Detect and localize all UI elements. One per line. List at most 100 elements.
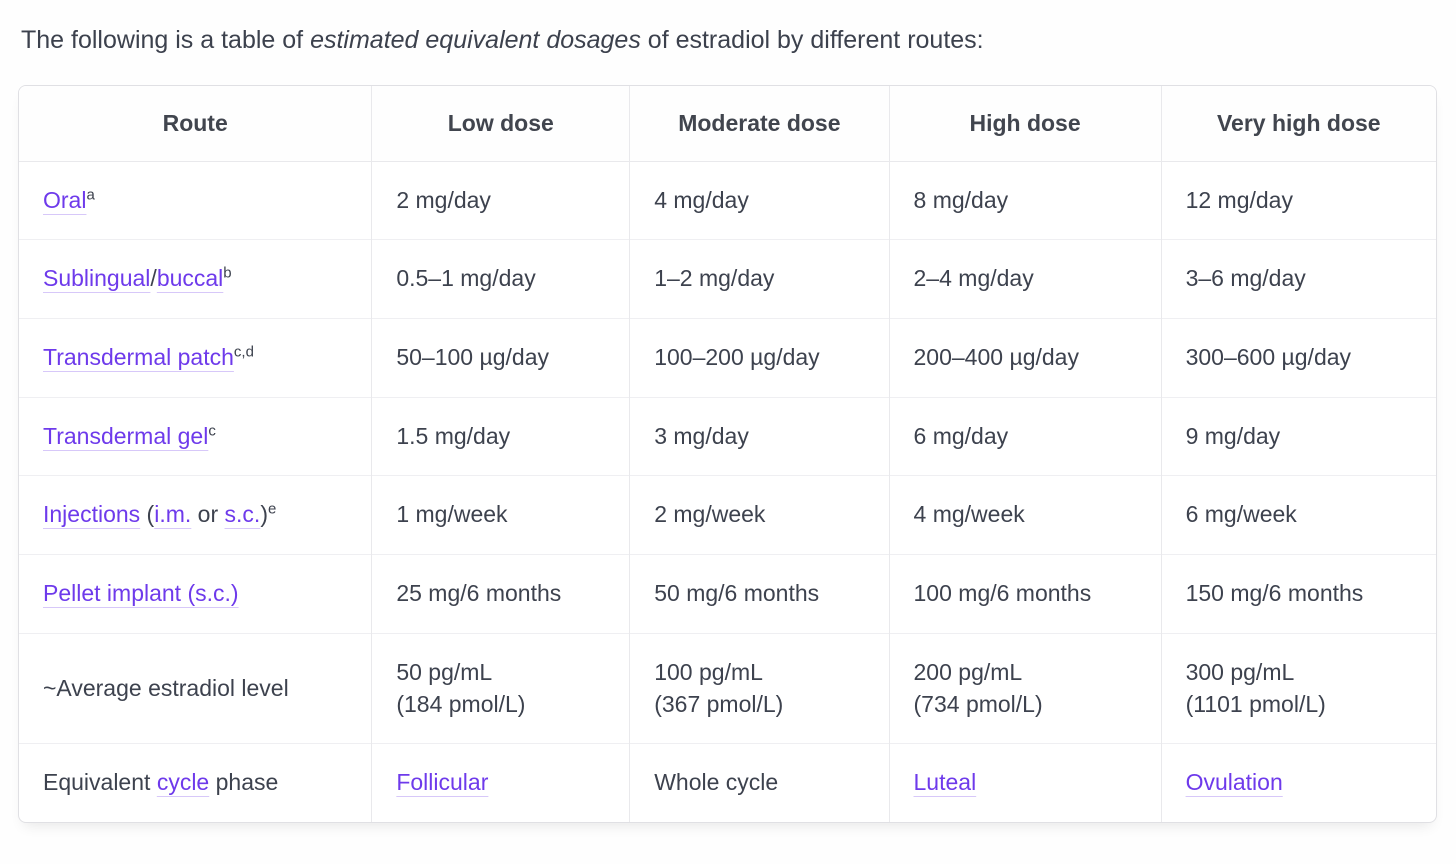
cell-text: (1101 pmol/L) <box>1185 690 1326 717</box>
intro-suffix: of estradiol by different routes: <box>640 26 984 54</box>
footnote-marker: b <box>223 264 232 282</box>
route-cell: Transdermal patchc,d <box>19 317 372 398</box>
dose-cell: 200 pg/mL (734 pmol/L) <box>888 632 1162 744</box>
cell-text: 8 mg/day <box>913 186 1009 213</box>
column-header-high-dose: High dose <box>888 85 1162 161</box>
dose-cell: 150 mg/6 months <box>1160 554 1436 634</box>
table-row: Injections (i.m. or s.c.)e 1 mg/week 2 mg/… <box>19 475 1436 555</box>
link[interactable]: Transdermal patch <box>43 343 234 370</box>
cell-text: 100–200 µg/day <box>654 343 820 370</box>
cell-text: 2–4 mg/day <box>913 265 1034 292</box>
dose-cell: 6 mg/week <box>1160 475 1436 555</box>
cell-text: 300 pg/mL <box>1185 658 1295 685</box>
cell-text: 1.5 mg/day <box>396 422 511 449</box>
cell-text: (734 pmol/L) <box>913 690 1043 717</box>
cell-text: 150 mg/6 months <box>1185 580 1364 607</box>
cell-text: ) <box>260 501 268 528</box>
link[interactable]: buccal <box>156 265 224 292</box>
dose-cell: 1.5 mg/day <box>371 396 630 476</box>
link[interactable]: Pellet implant (s.c.) <box>43 580 239 607</box>
dose-cell: 12 mg/day <box>1160 160 1436 240</box>
dose-cell: 3 mg/day <box>629 396 890 476</box>
header-row: Route Low dose Moderate dose High dose V… <box>19 85 1436 161</box>
cell-text: 200 pg/mL <box>913 658 1023 685</box>
dose-cell: 0.5–1 mg/day <box>371 239 630 319</box>
link[interactable]: Ovulation <box>1185 769 1283 796</box>
cell-text: Whole cycle <box>654 769 779 796</box>
link[interactable]: Follicular <box>396 769 489 796</box>
table-row: Transdermal patchc,d 50–100 µg/day 100–200… <box>19 317 1436 398</box>
dose-cell: 4 mg/week <box>888 475 1162 555</box>
link[interactable]: Luteal <box>913 769 977 796</box>
dose-cell: 6 mg/day <box>888 396 1162 476</box>
cell-text: 50 pg/mL <box>396 658 493 685</box>
link[interactable]: i.m. <box>154 501 192 528</box>
dose-cell: 3–6 mg/day <box>1160 239 1436 319</box>
dose-cell: 2–4 mg/day <box>888 239 1162 319</box>
link[interactable]: Transdermal gel <box>43 422 209 449</box>
cell-text: 3 mg/day <box>654 422 749 449</box>
cell-text: 1 mg/week <box>396 501 508 528</box>
dose-cell: 25 mg/6 months <box>371 554 630 634</box>
cell-text: 100 mg/6 months <box>913 580 1092 607</box>
table-body: Orala 2 mg/day 4 mg/day 8 mg/day 12 mg/day Su… <box>19 160 1436 823</box>
cell-text: 12 mg/day <box>1185 186 1293 213</box>
route-cell: Transdermal gelc <box>19 396 372 476</box>
route-cell: Injections (i.m. or s.c.)e <box>19 475 372 555</box>
cell-text: / <box>150 265 157 292</box>
dose-cell: 100 mg/6 months <box>888 554 1162 634</box>
footnote-marker: c <box>208 422 216 440</box>
dose-cell: 300–600 µg/day <box>1160 317 1436 398</box>
footnote-marker: c,d <box>233 343 254 361</box>
link[interactable]: cycle <box>156 769 210 796</box>
cell-text: (184 pmol/L) <box>396 690 526 717</box>
cell-text: 4 mg/week <box>913 501 1025 528</box>
dose-cell: 50 pg/mL (184 pmol/L) <box>371 632 630 744</box>
dose-cell: 1–2 mg/day <box>629 239 890 319</box>
dosage-table-card: Route Low dose Moderate dose High dose V… <box>18 84 1437 824</box>
route-cell: Equivalent cycle phase <box>19 743 372 823</box>
column-header-very-high-dose: Very high dose <box>1160 85 1436 161</box>
link[interactable]: Oral <box>43 186 87 213</box>
dose-cell: 2 mg/day <box>371 160 630 240</box>
dose-cell: Follicular <box>371 743 630 823</box>
link[interactable]: s.c. <box>224 501 261 528</box>
dose-cell: 100 pg/mL (367 pmol/L) <box>629 632 890 744</box>
cell-text: 4 mg/day <box>654 186 749 213</box>
dose-cell: Luteal <box>888 743 1162 823</box>
dose-cell: 50 mg/6 months <box>629 554 890 634</box>
dose-cell: 9 mg/day <box>1160 396 1436 476</box>
cell-text: 2 mg/week <box>654 501 766 528</box>
dose-cell: 8 mg/day <box>888 160 1162 240</box>
dose-cell: Whole cycle <box>629 743 890 823</box>
route-cell: Orala <box>19 160 372 240</box>
route-cell: ~Average estradiol level <box>19 632 372 744</box>
column-header-route: Route <box>19 85 372 161</box>
cell-text: 50 mg/6 months <box>654 580 820 607</box>
table-row: Equivalent cycle phase Follicular Whole cy… <box>19 743 1436 823</box>
table-row: ~Average estradiol level 50 pg/mL (184 pmo… <box>19 632 1436 744</box>
cell-text: 1–2 mg/day <box>654 265 775 292</box>
footnote-marker: e <box>267 500 277 518</box>
cell-text: 50–100 µg/day <box>396 343 549 370</box>
table-row: Sublingual/buccalb 0.5–1 mg/day 1–2 mg/day… <box>19 239 1436 319</box>
link[interactable]: Sublingual <box>43 265 151 292</box>
cell-text: Equivalent <box>43 769 157 796</box>
cell-text: 9 mg/day <box>1185 422 1281 449</box>
dosage-table: Route Low dose Moderate dose High dose V… <box>19 85 1436 823</box>
route-cell: Sublingual/buccalb <box>19 239 372 319</box>
column-header-moderate-dose: Moderate dose <box>629 85 890 161</box>
cell-text: 3–6 mg/day <box>1185 265 1306 292</box>
link[interactable]: Injections <box>43 501 141 528</box>
cell-text: 6 mg/week <box>1185 501 1297 528</box>
cell-text: 100 pg/mL <box>654 658 763 685</box>
dose-cell: 1 mg/week <box>371 475 630 555</box>
dose-cell: 300 pg/mL (1101 pmol/L) <box>1160 632 1436 744</box>
table-row: Pellet implant (s.c.) 25 mg/6 months 50 mg… <box>19 554 1436 634</box>
cell-text: (367 pmol/L) <box>654 690 784 717</box>
intro-prefix: The following is a table of <box>21 26 311 54</box>
column-header-low-dose: Low dose <box>371 85 630 161</box>
cell-text: or <box>191 501 225 528</box>
intro-emphasis: estimated equivalent dosages <box>310 26 641 54</box>
dose-cell: 200–400 µg/day <box>888 317 1162 398</box>
